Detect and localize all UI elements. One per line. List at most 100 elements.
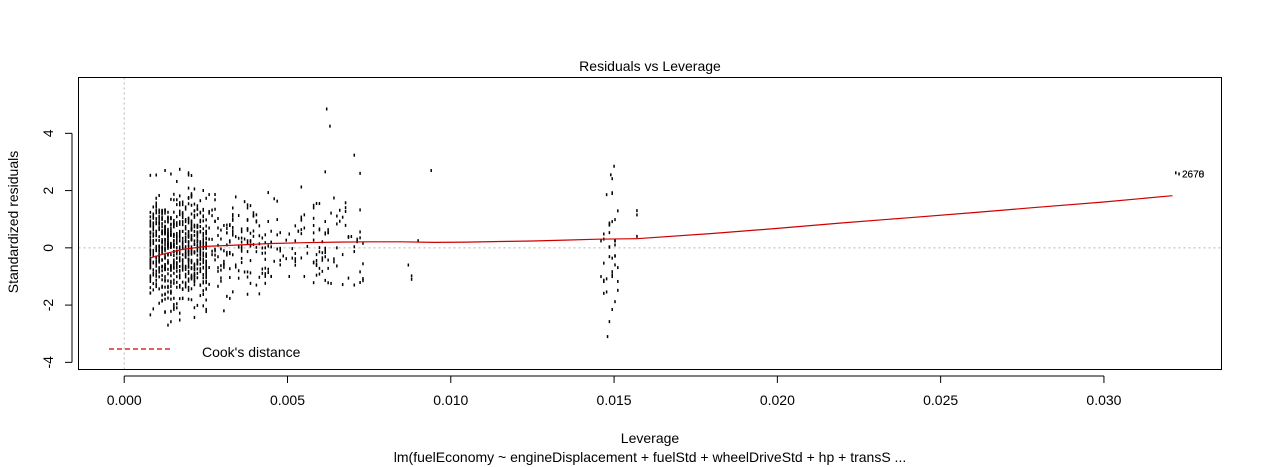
data-point [211,237,213,241]
data-point [608,222,611,226]
data-point [181,287,184,291]
data-point [167,234,169,238]
data-point [176,179,178,183]
point-label: 2678 [1182,169,1205,180]
data-point [359,171,361,175]
data-point [205,196,207,200]
data-point [149,274,152,278]
data-point [208,209,210,213]
data-point [232,232,234,236]
data-point [158,239,160,243]
data-point [152,214,155,218]
data-point [199,267,202,271]
data-point [181,268,184,272]
data-point [167,238,169,242]
x-axis: 0.000 0.005 0.010 0.015 0.020 0.025 0.030 [107,375,1122,408]
data-point [178,252,181,256]
data-point [276,247,278,251]
data-point [170,226,172,230]
data-point [178,311,181,315]
data-point [149,230,152,234]
data-point [199,247,202,251]
data-point [170,172,172,176]
data-point [312,223,315,227]
data-point [232,213,234,217]
data-point [303,226,306,230]
data-point [220,247,222,251]
data-point [223,223,225,227]
data-point [279,246,281,250]
data-point [164,249,166,253]
data-point [608,255,611,259]
data-point [152,233,155,237]
data-point [164,243,166,247]
data-point [636,209,638,213]
data-point [176,240,178,244]
data-point [193,233,196,237]
data-point [161,273,163,277]
data-point [294,257,297,261]
data-point [161,278,163,282]
data-point [234,265,237,269]
data-point [217,266,219,270]
data-point [202,240,204,244]
data-point [181,223,184,227]
data-point [202,261,204,265]
data-point [196,238,199,242]
data-point [205,241,207,245]
data-point [258,275,261,279]
data-point [164,238,166,242]
data-point [170,266,172,270]
data-point [184,272,187,276]
data-point [161,208,163,212]
data-point [306,244,309,248]
data-point [246,292,249,296]
data-point [173,271,175,275]
data-point [178,273,181,277]
data-point [176,252,178,256]
data-point [176,250,178,254]
data-point [315,253,318,257]
y-axis-label: Standardized residuals [5,151,21,293]
data-point [237,245,240,249]
data-point [217,217,219,221]
data-point [187,234,190,238]
data-point [362,262,364,266]
data-point [330,281,332,285]
data-point [614,218,616,222]
data-point [611,256,613,260]
data-point [152,205,155,209]
data-point [178,231,181,235]
data-point [1178,172,1180,176]
data-point [614,254,616,258]
data-point [190,227,193,231]
point-label: 2670 [1182,169,1205,180]
data-point [202,208,204,212]
data-point [149,235,152,239]
data-point [167,286,169,290]
data-point [187,230,190,234]
data-point [249,204,252,208]
data-point [149,244,152,248]
data-point [315,264,318,268]
data-point [187,245,190,249]
data-point [181,253,184,257]
data-point [170,284,172,288]
data-point [181,229,184,233]
y-tick-label: -2 [40,299,56,312]
data-point [199,250,202,254]
data-point [181,200,184,204]
data-point [220,276,222,280]
data-point [187,252,190,256]
data-point [176,246,178,250]
data-point [161,212,163,216]
data-point [184,240,187,243]
data-point [205,310,207,314]
data-point [199,241,202,245]
y-tick-label: -4 [40,356,56,369]
data-point [190,233,193,237]
data-point [237,214,240,217]
data-point [170,222,172,226]
data-point [170,233,172,237]
